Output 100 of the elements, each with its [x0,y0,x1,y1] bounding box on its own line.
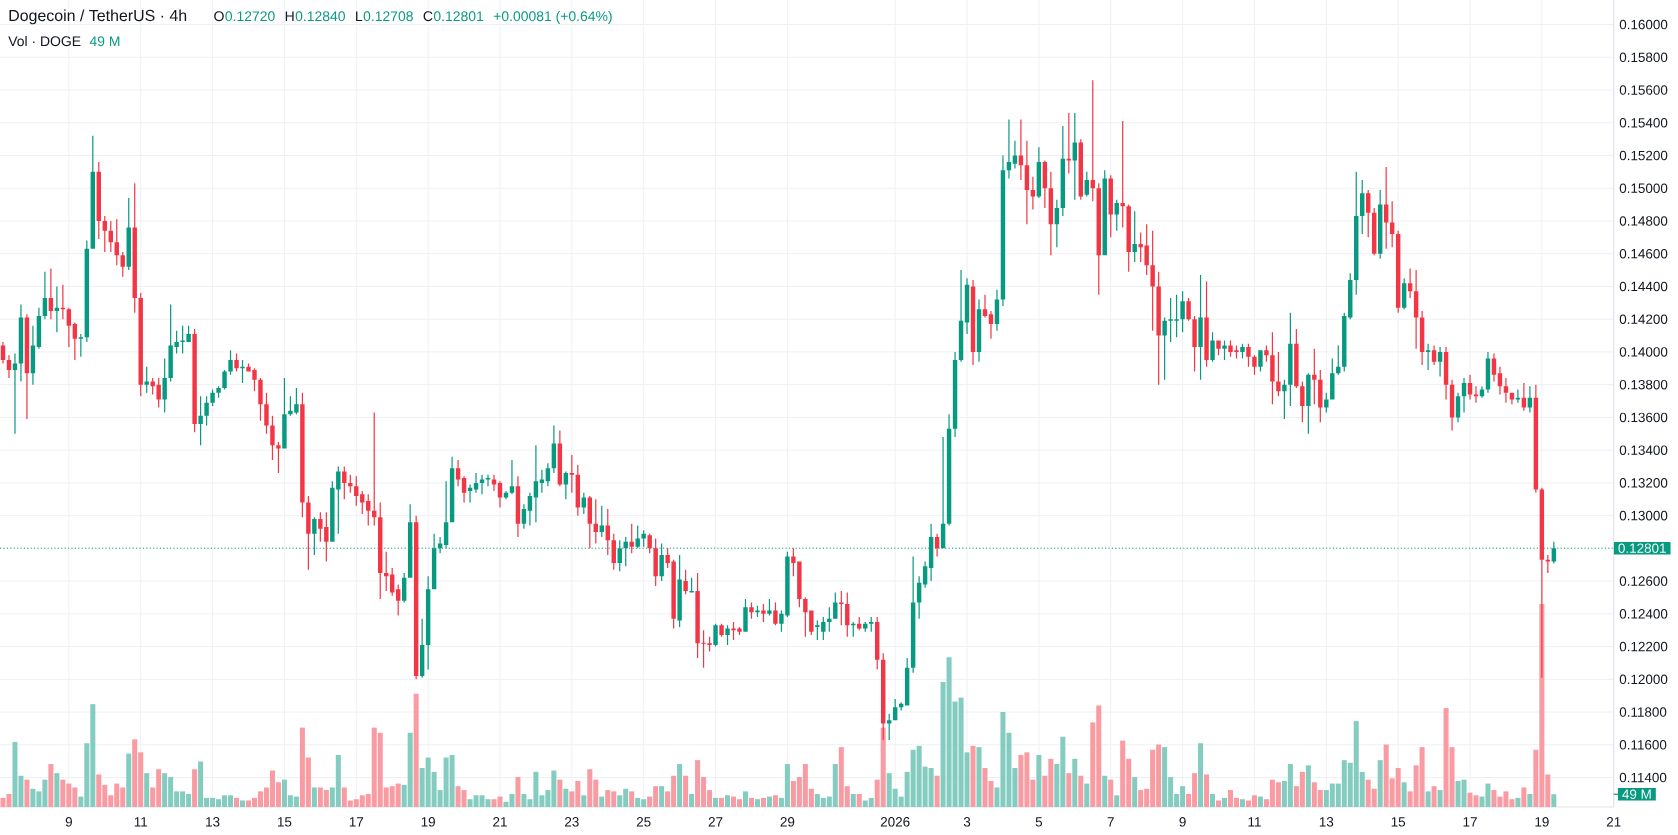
candlestick [264,392,269,434]
y-tick-label: 0.16000 [1619,19,1668,30]
candlestick [473,473,479,493]
bar [24,779,30,807]
candlestick [1216,340,1221,356]
y-tick-label: 0.15400 [1619,118,1668,128]
x-tick-label: 17 [349,817,364,827]
x-tick-label: 29 [780,817,795,827]
candlestick [509,459,515,495]
candlestick [1018,119,1024,181]
x-tick-label: 11 [134,817,148,827]
bar [240,800,246,807]
x-tick-label: 15 [277,817,292,827]
bar [563,788,569,807]
candlestick [479,474,485,495]
x-tick-label: 19 [1535,817,1549,827]
bar [748,797,754,807]
x-tick-label: 23 [565,817,579,827]
candlestick [1425,343,1431,370]
x-tick-label: 9 [1179,817,1186,827]
bar [1078,775,1084,807]
bar [677,764,683,807]
bar [856,793,862,807]
y-tick-label: 0.15800 [1619,52,1668,63]
annotation: L [356,11,363,21]
bar [1305,765,1311,807]
candlestick [12,353,18,434]
candlestick [1024,140,1030,225]
candlestick [1324,392,1329,413]
candlestick [988,311,994,339]
bar [599,796,605,807]
y-tick-label: 0.13800 [1619,379,1668,390]
bar [1072,758,1078,807]
bar [413,693,419,807]
y-tick-label: 0.13000 [1619,510,1668,521]
x-tick-label: 21 [1606,817,1621,827]
y-tick-label: 0.11800 [1619,707,1667,717]
bar [629,791,635,807]
bar [1437,790,1443,807]
x-tick-label: 3 [963,817,971,827]
bar [126,753,132,807]
bar [144,773,150,807]
bar [659,786,665,807]
candlestick [1258,350,1263,372]
annotation: O [214,11,224,22]
annotation: Vol · DOGE [8,35,81,47]
bar [1108,779,1114,807]
bar [192,769,198,807]
annotation: 0.12840 [295,11,345,22]
x-tick-label: 17 [1463,817,1477,827]
annotation: 0.12720 [225,11,275,22]
y-tick-label: 0.14800 [1619,216,1668,226]
y-tick-label: 0.13600 [1619,412,1668,423]
candlestick [455,459,461,487]
candlestick [719,623,724,637]
bar [1425,791,1431,807]
candlestick [144,366,149,393]
x-tick-label: 7 [1107,817,1114,827]
ref-line-label: 0.12801 [1618,543,1666,553]
bar [742,791,749,807]
bar [760,797,766,807]
x-tick-label: 13 [206,817,220,827]
bar [1551,794,1557,807]
candlestick [1222,340,1227,361]
candlestick [1473,386,1479,403]
x-tick-label: 11 [1248,817,1261,827]
bar [766,796,772,807]
candlestick [228,350,233,375]
candlestick [743,599,748,632]
candlestick [1264,345,1269,362]
x-tick-label: 25 [636,817,651,827]
y-tick-label: 0.12000 [1619,674,1668,685]
bar [850,793,856,807]
y-tick-label: 0.14200 [1619,314,1668,324]
bar [934,775,940,807]
x-tick-label: 27 [708,817,723,827]
candlestick [1515,389,1521,403]
annotation: 0.12708 [363,11,413,22]
x-tick-label: 9 [65,817,72,827]
bar [1257,796,1263,807]
candlestick [6,355,12,379]
bar [970,745,976,807]
annotation: +0.00081 (+0.64%) [493,10,612,24]
candlestick [1437,347,1443,377]
y-tick-label: 0.14000 [1619,347,1668,357]
y-tick-label: 0.14400 [1619,281,1668,292]
y-tick-label: 0.14600 [1619,248,1668,259]
candlestick [713,623,718,647]
x-tick-label: 19 [421,817,435,827]
candlestick [1210,332,1215,362]
annotation: H [285,11,294,21]
y-tick-label: 0.13400 [1619,445,1668,455]
bar [234,797,240,807]
x-tick-label: 5 [1035,817,1043,827]
bar [1239,799,1245,807]
y-tick-label: 0.12200 [1619,641,1668,652]
bar [1216,800,1222,807]
bar [1066,773,1072,807]
bar [1431,786,1437,807]
x-tick-label: 13 [1319,817,1334,827]
